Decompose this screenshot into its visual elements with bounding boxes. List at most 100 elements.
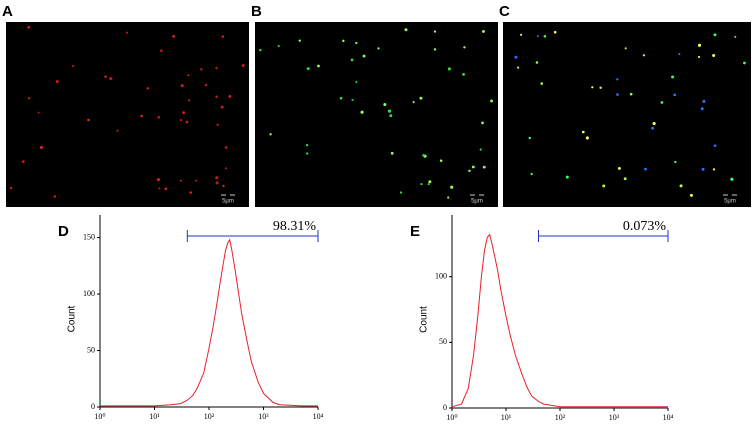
cell-dot — [616, 78, 619, 81]
cell-dot — [629, 92, 633, 96]
cell-dot — [342, 39, 345, 43]
cell-dot — [146, 87, 149, 90]
cell-dot — [355, 81, 358, 84]
cell-dot — [317, 64, 320, 68]
cell-dot — [195, 179, 198, 182]
cell-dot — [222, 184, 225, 188]
cell-dot — [71, 64, 75, 68]
cell-dot — [471, 165, 475, 169]
cell-dot — [228, 95, 232, 98]
cell-dot — [179, 119, 183, 122]
cell-dot — [158, 187, 161, 190]
cell-dot — [734, 35, 737, 38]
cell-dot — [624, 47, 627, 50]
scale-label: 5μm — [471, 199, 483, 205]
cell-dot — [420, 183, 423, 186]
y-tick-label: 0 — [91, 402, 95, 411]
cell-dot — [514, 55, 518, 59]
cell-dot — [517, 66, 520, 69]
cell-dot — [306, 67, 310, 71]
cell-dot — [298, 39, 301, 42]
cell-dot — [565, 175, 569, 179]
cell-dot — [702, 99, 706, 103]
cell-dot — [172, 35, 176, 38]
x-tick-label: 10⁰ — [446, 413, 457, 422]
cell-dot — [389, 114, 393, 118]
cell-dot — [712, 54, 716, 58]
cell-dot — [305, 143, 309, 147]
cell-dot — [422, 154, 426, 157]
cell-dot — [53, 195, 57, 198]
cell-dot — [39, 145, 44, 149]
cell-dot — [399, 191, 403, 194]
cell-dot — [182, 111, 186, 115]
cell-dot — [179, 179, 182, 182]
cell-dot — [360, 110, 364, 114]
cell-dot — [674, 160, 677, 164]
cell-dot — [623, 177, 627, 181]
cell-dot — [652, 121, 656, 126]
cell-dot — [697, 43, 702, 47]
x-tick-label: 10¹ — [501, 413, 512, 422]
cell-dot — [433, 30, 437, 33]
cell-dot — [189, 191, 193, 194]
cell-dot — [277, 44, 280, 47]
cell-dot — [616, 93, 619, 96]
cell-dot — [215, 66, 218, 70]
cell-dot — [433, 48, 437, 51]
cell-dot — [21, 160, 25, 164]
cell-dot — [109, 77, 113, 81]
scale-label: 5μm — [222, 199, 234, 205]
cell-dot — [599, 86, 602, 90]
gate-label: 0.073% — [623, 219, 667, 234]
cell-dot — [377, 47, 380, 50]
x-tick-label: 10⁴ — [663, 413, 674, 422]
cell-dot — [671, 75, 674, 79]
cell-dot — [468, 169, 471, 173]
y-tick-label: 100 — [83, 289, 95, 298]
cell-dot — [126, 31, 129, 34]
cell-dot — [116, 129, 119, 132]
x-tick-label: 10² — [204, 412, 215, 421]
cell-dot — [37, 111, 40, 114]
x-tick-label: 10³ — [609, 413, 620, 422]
cell-dot — [553, 30, 557, 34]
cell-dot — [404, 28, 408, 32]
cell-dot — [427, 183, 430, 186]
x-tick-label: 10⁴ — [313, 412, 324, 421]
cell-dot — [156, 178, 160, 182]
cell-dot — [447, 196, 450, 199]
histogram-line — [451, 233, 668, 408]
cell-dot — [221, 35, 225, 38]
cell-dot — [419, 96, 423, 100]
micrograph — [255, 22, 498, 207]
cell-dot — [140, 114, 143, 118]
cell-dot — [450, 185, 454, 189]
x-tick-label: 10³ — [258, 412, 269, 421]
cell-dot — [9, 186, 13, 190]
cell-dot — [200, 68, 203, 71]
cell-dot — [644, 167, 647, 171]
cell-dot — [215, 176, 219, 180]
micrograph — [503, 22, 751, 207]
cell-dot — [530, 172, 533, 176]
cell-dot — [28, 97, 31, 100]
cell-dot — [224, 146, 228, 149]
cell-dot — [164, 187, 168, 191]
cell-dot — [585, 136, 589, 140]
cell-dot — [678, 52, 681, 56]
cell-dot — [651, 126, 655, 130]
cell-dot — [306, 152, 309, 155]
cell-dot — [55, 79, 59, 84]
cell-dot — [482, 165, 486, 169]
cell-dot — [642, 54, 646, 57]
cell-dot — [701, 167, 705, 171]
cell-dot — [383, 103, 387, 107]
panel-label: A — [2, 3, 13, 20]
panel-label: E — [410, 223, 420, 240]
cell-dot — [743, 61, 746, 65]
cell-dot — [602, 184, 606, 188]
cell-dot — [215, 181, 219, 185]
cell-dot — [481, 29, 485, 33]
x-tick-label: 10² — [555, 413, 566, 422]
